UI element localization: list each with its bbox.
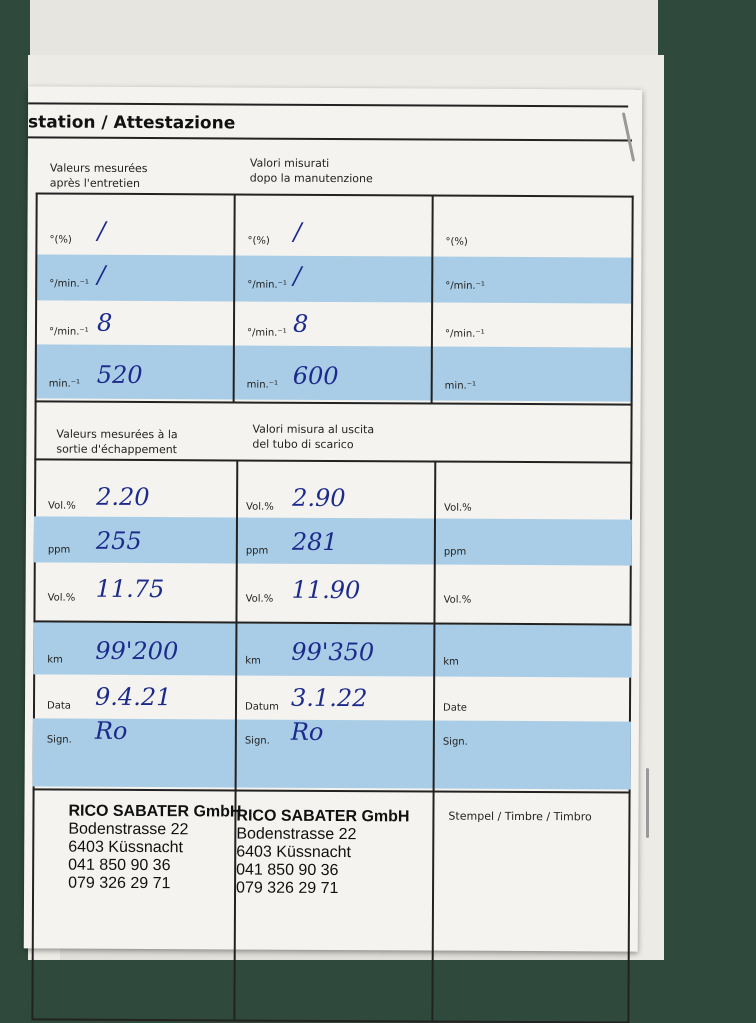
section2-col2-header: Valori misura al uscita del tubo di scar…	[252, 422, 375, 452]
unit-label: Sign.	[442, 736, 468, 748]
unit-label: °/min.⁻¹	[444, 328, 485, 340]
divider	[27, 136, 632, 142]
section1-col1-header: Valeurs mesurées après l'entretien	[49, 161, 148, 190]
unit-label: °(%)	[49, 234, 72, 246]
back-page-top	[30, 0, 658, 60]
unit-label: °/min.⁻¹	[246, 327, 287, 339]
unit-label: Date	[442, 702, 467, 714]
section2-col1-header: Valeurs mesurées à la sortie d'échappeme…	[56, 427, 178, 457]
unit-label: ppm	[443, 546, 467, 558]
unit-label: °/min.⁻¹	[247, 279, 287, 291]
handwritten-value: 600	[292, 361, 339, 391]
handwritten-value: 2.20	[96, 482, 150, 512]
unit-label: km	[47, 654, 63, 666]
handwritten-value: 2.90	[292, 483, 346, 513]
handwritten-value: 281	[291, 527, 338, 557]
unit-label: °(%)	[247, 235, 270, 247]
unit-label: ppm	[245, 545, 269, 557]
unit-label: ppm	[47, 544, 71, 556]
section1-col2-header: Valori misurati dopo la manutenzione	[249, 156, 373, 186]
handwritten-value: Ro	[290, 717, 324, 746]
unit-label: min.⁻¹	[246, 379, 279, 391]
unit-label: °(%)	[445, 236, 468, 248]
unit-label: Vol.%	[444, 502, 472, 514]
unit-label: min.⁻¹	[444, 380, 477, 392]
handwritten-value: /	[293, 261, 302, 290]
handwritten-value: 3.1.22	[290, 683, 368, 713]
divider	[28, 102, 629, 108]
stamp-2: RICO SABATER GmbH Bodenstrasse 22 6403 Küs…	[236, 807, 410, 898]
staple	[646, 768, 649, 838]
handwritten-value: 8	[292, 309, 309, 338]
unit-label: Vol.%	[48, 500, 76, 512]
unit-label: Data	[46, 700, 71, 712]
handwritten-value: 11.90	[291, 575, 361, 605]
handwritten-value: 8	[96, 308, 113, 337]
unit-label: Datum	[244, 701, 279, 713]
unit-label: Vol.%	[47, 592, 76, 604]
handwritten-value: 99'350	[291, 637, 375, 667]
unit-label: °/min.⁻¹	[49, 278, 89, 290]
attestation-form: station / Attestazione Valeurs mesurées …	[23, 86, 643, 1023]
handwritten-value: 520	[96, 360, 143, 390]
handwritten-value: Ro	[94, 716, 128, 745]
unit-label: km	[443, 656, 459, 668]
unit-label: Sign.	[46, 734, 72, 746]
unit-label: Vol.%	[246, 501, 274, 513]
handwritten-value: /	[97, 260, 106, 289]
unit-label: Vol.%	[443, 594, 472, 606]
handwritten-value: /	[97, 216, 106, 245]
handwritten-value: 11.75	[95, 574, 165, 604]
unit-label: km	[245, 655, 261, 667]
unit-label: °/min.⁻¹	[445, 280, 485, 292]
handwritten-value: 9.4.21	[94, 682, 172, 712]
stamp-label: Stempel / Timbre / Timbro	[448, 809, 592, 824]
unit-label: °/min.⁻¹	[48, 326, 89, 338]
stamp-1: RICO SABATER GmbH Bodenstrasse 22 6403 Küs…	[68, 802, 242, 893]
unit-label: Vol.%	[245, 593, 274, 605]
handwritten-value: /	[293, 217, 302, 246]
form-title: station / Attestazione	[28, 112, 236, 134]
handwritten-value: 255	[95, 526, 142, 555]
unit-label: min.⁻¹	[48, 378, 81, 390]
handwritten-value: 99'200	[95, 636, 179, 666]
blue-band	[35, 254, 634, 304]
unit-label: Sign.	[244, 735, 270, 747]
